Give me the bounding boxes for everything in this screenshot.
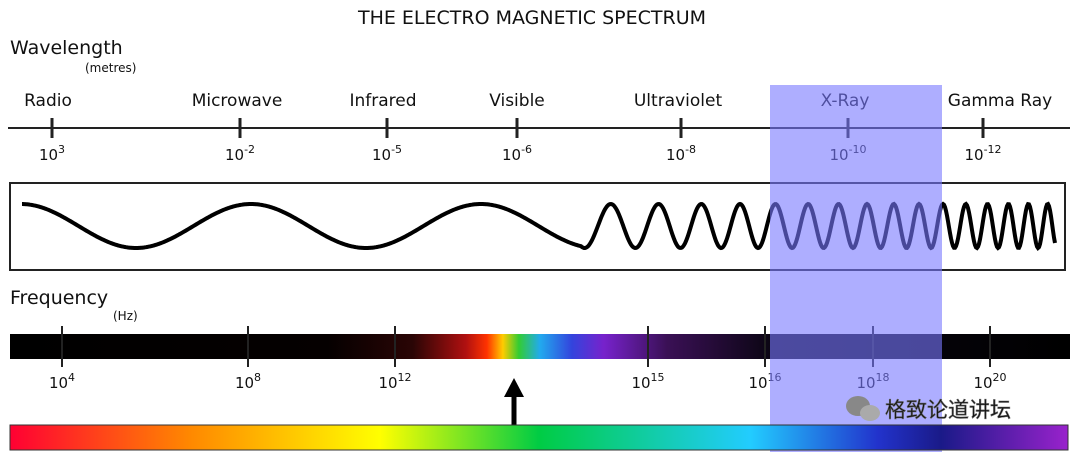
wavelength-tick-label: 10-5 (372, 143, 402, 164)
band-label: Radio (24, 91, 72, 111)
xray-highlight (770, 85, 942, 452)
tick-exponent: 12 (398, 371, 412, 384)
band-label: Visible (489, 91, 545, 111)
tick-base: 10 (631, 374, 650, 392)
tick-exponent: -8 (685, 143, 696, 156)
frequency-label: Frequency (10, 287, 108, 309)
wavelength-unit: (metres) (85, 61, 136, 75)
tick-base: 10 (378, 374, 397, 392)
tick-exponent: -2 (244, 143, 255, 156)
arrow-head (504, 378, 524, 397)
frequency-tick-label: 1012 (378, 371, 411, 392)
tick-base: 10 (39, 146, 58, 164)
frequency-tick-label: 104 (49, 371, 75, 392)
tick-exponent: 3 (58, 143, 65, 156)
tick-exponent: -12 (984, 143, 1002, 156)
tick-exponent: 8 (254, 371, 261, 384)
tick-base: 10 (502, 146, 521, 164)
tick-exponent: -6 (521, 143, 532, 156)
visible-spectrum-bar (9, 424, 1069, 451)
wavelength-tick-label: 10-2 (225, 143, 255, 164)
wavelength-label: Wavelength (10, 37, 123, 59)
frequency-tick-label: 1015 (631, 371, 664, 392)
wavelength-tick-label: 10-12 (964, 143, 1001, 164)
frequency-tick-label: 108 (235, 371, 261, 392)
tick-base: 10 (973, 374, 992, 392)
tick-base: 10 (964, 146, 983, 164)
tick-exponent: 20 (993, 371, 1007, 384)
frequency-unit: (Hz) (113, 309, 138, 323)
frequency-tick-label: 1020 (973, 371, 1006, 392)
band-label: Microwave (192, 91, 283, 111)
tick-base: 10 (748, 374, 767, 392)
tick-exponent: 4 (68, 371, 75, 384)
tick-base: 10 (372, 146, 391, 164)
band-label: Infrared (349, 91, 416, 111)
tick-base: 10 (235, 374, 254, 392)
wavelength-tick-label: 10-8 (666, 143, 696, 164)
tick-exponent: -5 (391, 143, 402, 156)
tick-base: 10 (666, 146, 685, 164)
band-label: Gamma Ray (948, 91, 1052, 111)
band-label: Ultraviolet (634, 91, 723, 111)
watermark-icon (846, 396, 880, 421)
wavelength-tick-label: 10-6 (502, 143, 532, 164)
title: THE ELECTRO MAGNETIC SPECTRUM (357, 7, 706, 29)
watermark: 格致论道讲坛 (885, 398, 1011, 422)
wavelength-tick-label: 103 (39, 143, 65, 164)
tick-base: 10 (225, 146, 244, 164)
tick-base: 10 (49, 374, 68, 392)
tick-exponent: 15 (651, 371, 665, 384)
